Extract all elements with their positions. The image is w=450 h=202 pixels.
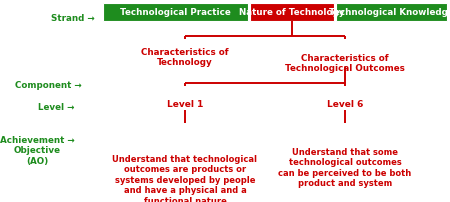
Text: Technological Knowledge: Technological Knowledge <box>329 8 450 17</box>
Text: Level 1: Level 1 <box>167 100 203 108</box>
Text: Nature of Technology: Nature of Technology <box>239 8 345 17</box>
Text: Component →: Component → <box>15 81 82 89</box>
Text: Understand that some
technological outcomes
can be perceived to be both
product : Understand that some technological outco… <box>279 147 412 187</box>
Text: Characteristics of
Technology: Characteristics of Technology <box>141 48 229 67</box>
Text: Achievement →
Objective
(AO): Achievement → Objective (AO) <box>0 135 75 165</box>
Text: Strand →: Strand → <box>51 14 95 23</box>
Text: Understand that technological
outcomes are products or
systems developed by peop: Understand that technological outcomes a… <box>112 154 257 202</box>
FancyBboxPatch shape <box>336 4 447 22</box>
Text: Level 6: Level 6 <box>327 100 363 108</box>
Text: Characteristics of
Technological Outcomes: Characteristics of Technological Outcome… <box>285 54 405 73</box>
Text: Level →: Level → <box>39 102 75 112</box>
Text: Technological Practice: Technological Practice <box>120 8 231 17</box>
FancyBboxPatch shape <box>103 4 248 22</box>
FancyBboxPatch shape <box>250 4 334 22</box>
